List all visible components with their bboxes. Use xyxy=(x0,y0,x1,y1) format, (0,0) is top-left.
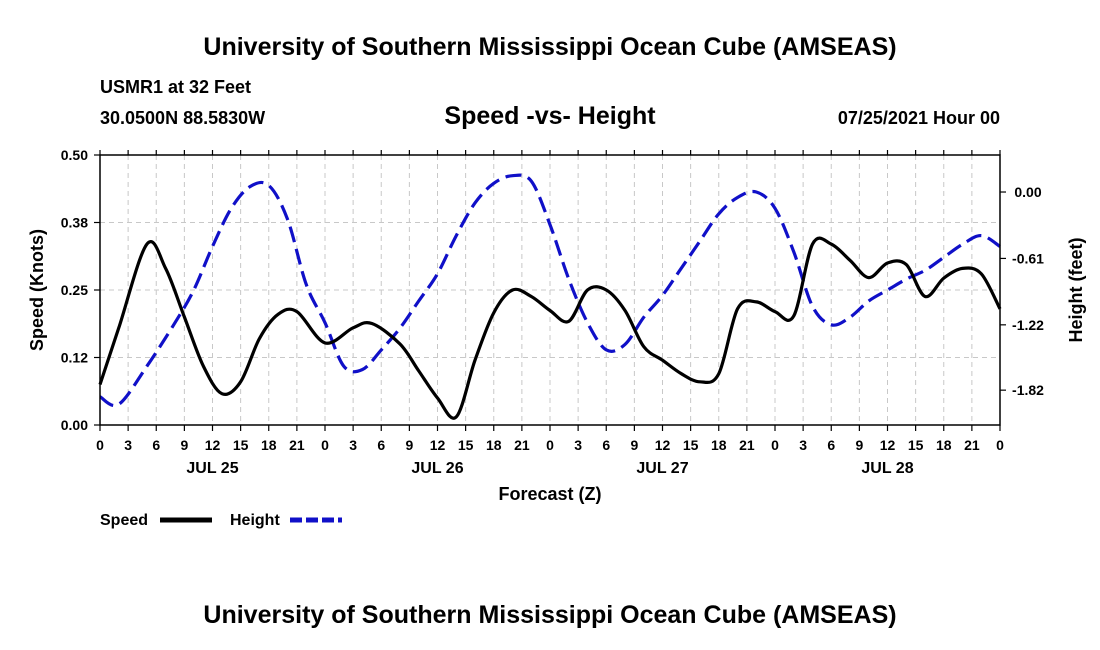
x-tick-label: 6 xyxy=(602,437,610,453)
y-tick-label: 0.12 xyxy=(61,350,88,366)
x-tick-label: 15 xyxy=(233,437,249,453)
x-tick-label: 0 xyxy=(771,437,779,453)
x-tick-label: 12 xyxy=(205,437,221,453)
y-tick-label: 0.25 xyxy=(61,282,88,298)
chart-title: Speed -vs- Height xyxy=(444,102,656,130)
x-tick-label: 15 xyxy=(908,437,924,453)
station-label: USMR1 at 32 Feet xyxy=(100,77,251,97)
series-layer xyxy=(98,173,1002,420)
y-tick-label: 0.38 xyxy=(61,215,88,231)
x-tick-label: 6 xyxy=(827,437,835,453)
x-tick-label: 21 xyxy=(289,437,305,453)
x-tick-label: 0 xyxy=(96,437,104,453)
x-tick-label: 0 xyxy=(321,437,329,453)
x-tick-label: 12 xyxy=(655,437,671,453)
x-tick-label: 0 xyxy=(546,437,554,453)
x-tick-label: 6 xyxy=(152,437,160,453)
x-day-label: JUL 26 xyxy=(411,460,463,477)
x-tick-label: 12 xyxy=(430,437,446,453)
x-tick-label: 6 xyxy=(377,437,385,453)
x-axis-label: Forecast (Z) xyxy=(498,484,601,504)
y2-tick-label: -1.82 xyxy=(1012,382,1044,398)
x-tick-label: 15 xyxy=(458,437,474,453)
x-tick-label: 21 xyxy=(739,437,755,453)
x-tick-label: 18 xyxy=(486,437,502,453)
grid xyxy=(100,155,1000,425)
x-tick-label: 9 xyxy=(855,437,863,453)
x-tick-label: 21 xyxy=(514,437,530,453)
y2-tick-label: 0.00 xyxy=(1014,184,1041,200)
series-line-speed xyxy=(98,236,1002,420)
x-tick-label: 3 xyxy=(349,437,357,453)
y2-tick-label: -0.61 xyxy=(1012,250,1044,266)
x-tick-label: 18 xyxy=(936,437,952,453)
y-tick-label: 0.50 xyxy=(61,147,88,163)
x-tick-label: 15 xyxy=(683,437,699,453)
x-tick-label: 9 xyxy=(630,437,638,453)
coords-label: 30.0500N 88.5830W xyxy=(100,108,265,128)
legend: Speed Height xyxy=(100,512,342,529)
y2-axis-label: Height (feet) xyxy=(1066,238,1086,343)
x-tick-label: 21 xyxy=(964,437,980,453)
legend-label-speed: Speed xyxy=(100,512,148,529)
x-day-label: JUL 28 xyxy=(861,460,913,477)
x-tick-label: 9 xyxy=(405,437,413,453)
x-tick-label: 9 xyxy=(180,437,188,453)
x-tick-label: 0 xyxy=(996,437,1004,453)
x-tick-label: 18 xyxy=(711,437,727,453)
x-tick-label: 12 xyxy=(880,437,896,453)
series-line-height xyxy=(99,173,1001,408)
x-tick-label: 3 xyxy=(574,437,582,453)
x-tick-label: 18 xyxy=(261,437,277,453)
axes: 0 3 6 9 12 15 18 21 0 3 6 9 12 15 18 21 0 3 6 9 12 15 18 21 0 3 6 9… xyxy=(61,147,1044,477)
x-day-label: JUL 27 xyxy=(636,460,688,477)
x-tick-label: 3 xyxy=(124,437,132,453)
x-day-label: JUL 25 xyxy=(186,460,238,477)
y-axis-label: Speed (Knots) xyxy=(27,229,47,351)
y-tick-label: 0.00 xyxy=(61,417,88,433)
footer-title: University of Southern Mississippi Ocean… xyxy=(203,601,896,629)
x-tick-label: 3 xyxy=(799,437,807,453)
y2-tick-label: -1.22 xyxy=(1012,317,1044,333)
header-title: University of Southern Mississippi Ocean… xyxy=(203,33,896,61)
legend-label-height: Height xyxy=(230,512,280,529)
timestamp-label: 07/25/2021 Hour 00 xyxy=(838,108,1000,128)
